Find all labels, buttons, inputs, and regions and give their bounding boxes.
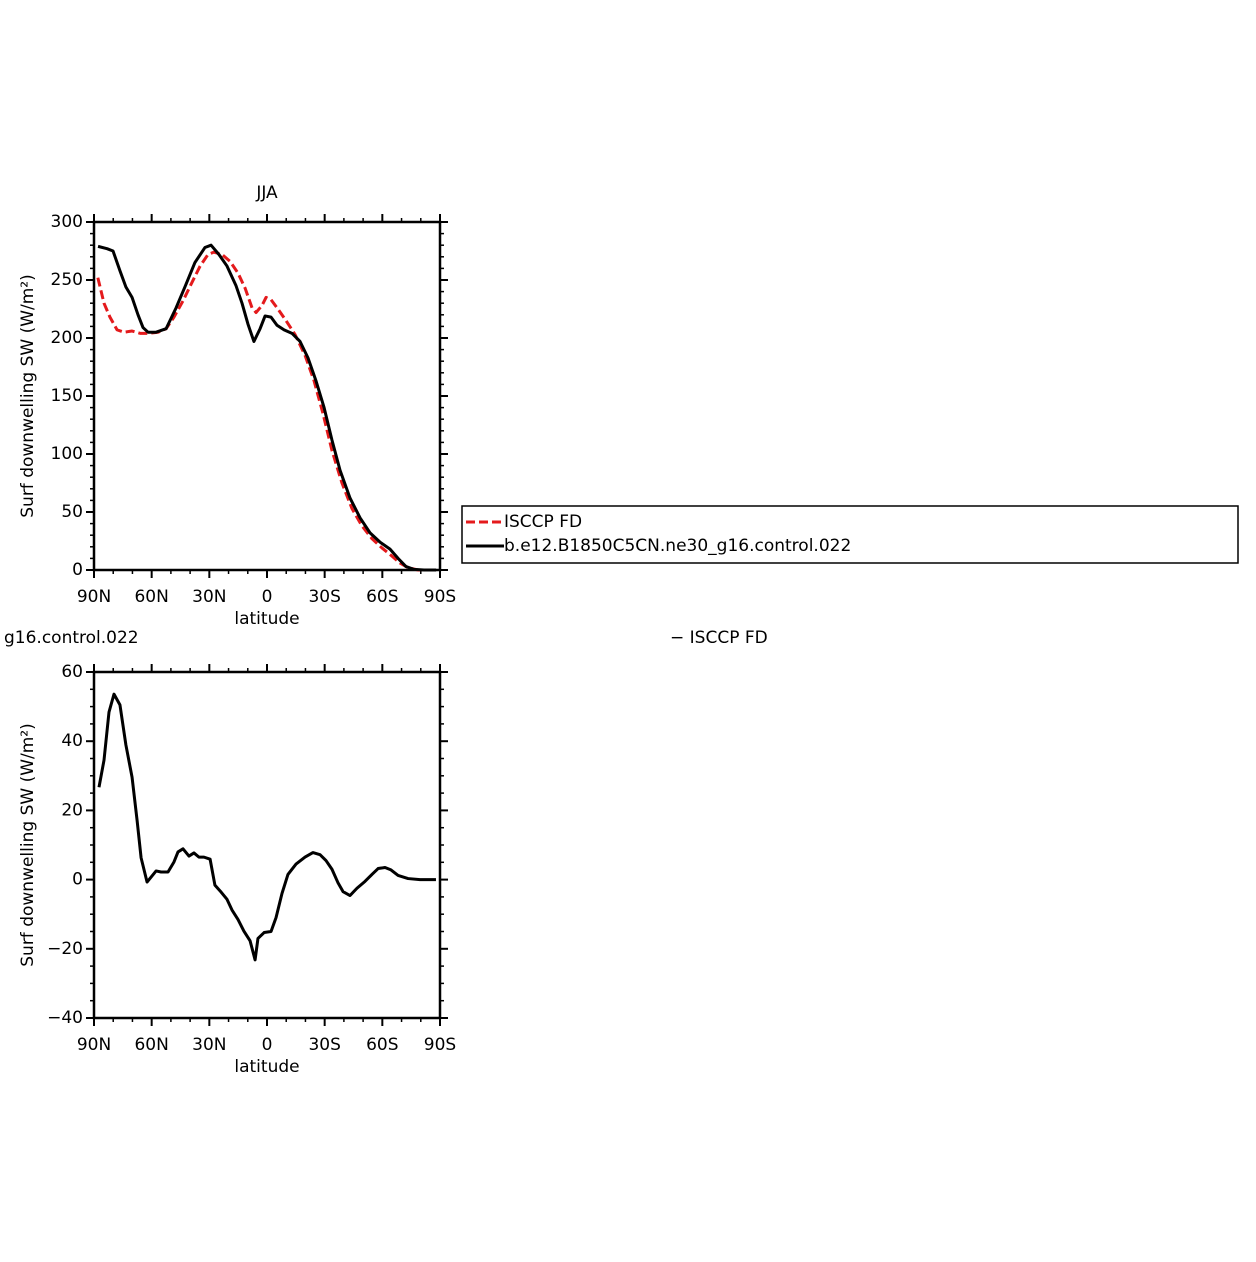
chart-title: JJA — [255, 183, 278, 203]
y-tick-label: 300 — [51, 212, 83, 232]
legend-label: ISCCP FD — [504, 512, 582, 532]
x-tick-label: 30N — [192, 587, 226, 607]
x-tick-label: 60S — [366, 587, 398, 607]
y-tick-label: 0 — [72, 870, 83, 890]
x-tick-label: 30N — [192, 1035, 226, 1055]
x-tick-label: 0 — [262, 1035, 273, 1055]
plot-frame — [92, 220, 442, 572]
y-axis-label: Surf downwelling SW (W/m²) — [18, 274, 38, 518]
y-tick-label: 20 — [61, 800, 83, 820]
x-tick-label: 0 — [262, 587, 273, 607]
data-line — [97, 243, 437, 572]
y-tick-label: 150 — [51, 386, 83, 406]
chart-title-left: g16.control.022 — [4, 628, 139, 648]
x-tick-label: 90N — [77, 587, 111, 607]
y-tick-label: 60 — [61, 662, 83, 682]
x-tick-label: 60N — [134, 587, 168, 607]
y-tick-label: 250 — [51, 270, 83, 290]
x-tick-label: 90N — [77, 1035, 111, 1055]
y-tick-label: 50 — [61, 502, 83, 522]
y-axis-label: Surf downwelling SW (W/m²) — [18, 723, 38, 967]
x-tick-label: 30S — [308, 587, 340, 607]
x-tick-label: 60S — [366, 1035, 398, 1055]
y-tick-label: 40 — [61, 731, 83, 751]
x-tick-label: 90S — [424, 1035, 456, 1055]
chart-title-right: − ISCCP FD — [670, 628, 768, 648]
x-tick-label: 90S — [424, 587, 456, 607]
y-tick-label: −40 — [47, 1008, 83, 1028]
y-tick-label: −20 — [47, 939, 83, 959]
plot-frame — [92, 670, 442, 1020]
x-axis-label: latitude — [234, 609, 299, 629]
x-tick-label: 30S — [308, 1035, 340, 1055]
legend-label: b.e12.B1850C5CN.ne30_g16.control.022 — [504, 536, 851, 556]
legend-box — [461, 505, 1239, 564]
y-tick-label: 100 — [51, 444, 83, 464]
x-tick-label: 60N — [134, 1035, 168, 1055]
data-line — [96, 250, 437, 572]
y-tick-label: 0 — [72, 560, 83, 580]
data-line — [97, 692, 436, 962]
x-axis-label: latitude — [234, 1057, 299, 1077]
y-tick-label: 200 — [51, 328, 83, 348]
